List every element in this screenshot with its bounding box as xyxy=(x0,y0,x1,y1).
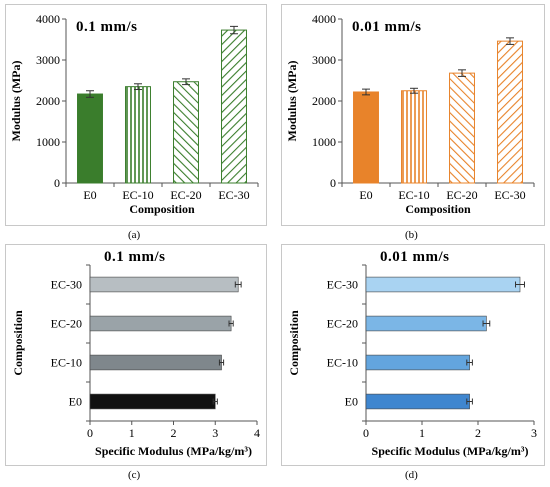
x-tick-label: EC-10 xyxy=(398,188,429,202)
x-tick-label: EC-30 xyxy=(218,188,249,202)
y-tick-label: 1000 xyxy=(36,135,60,149)
x-tick-label: EC-20 xyxy=(170,188,201,202)
y-tick-label: 1000 xyxy=(312,135,336,149)
chart-title: 0.01 mm/s xyxy=(352,19,422,35)
y-tick-label: 3000 xyxy=(312,53,336,67)
x-tick-label: 0 xyxy=(87,426,93,440)
bar-e0 xyxy=(365,393,470,410)
bar-ec-30 xyxy=(365,276,521,293)
x-tick-label: 1 xyxy=(129,426,135,440)
y-tick-label: EC-10 xyxy=(51,356,82,370)
x-axis-label: Specific Modulus (MPa/kg/m³) xyxy=(372,444,529,458)
bar-ec-30 xyxy=(221,29,247,184)
bar-ec-20 xyxy=(365,315,487,332)
y-axis-label: Composition xyxy=(11,310,25,376)
modulus-chart-0-1: 0.1 mm/s 0 1000 2000 3000 4000 E0 EC-10 EC-20 EC-… xyxy=(9,12,259,216)
y-tick-label: 4000 xyxy=(312,12,336,26)
y-tick-label: E0 xyxy=(69,395,82,409)
x-axis-label: Composition xyxy=(129,202,195,216)
modulus-chart-0-01: 0.01 mm/s 0 1000 2000 3000 4000 E0 EC-10 EC-20 EC… xyxy=(285,12,535,216)
y-tick-label: E0 xyxy=(345,395,358,409)
caption-b: (b) xyxy=(405,229,418,241)
chart-panel-b: 0.01 mm/s 0 1000 2000 3000 4000 E0 EC-10 EC-20 EC… xyxy=(281,4,545,226)
y-tick-label: 2000 xyxy=(312,94,336,108)
bar-ec-20 xyxy=(173,81,199,184)
bar-ec-10 xyxy=(125,86,151,184)
y-tick-label: EC-30 xyxy=(327,278,358,292)
x-tick-label: 2 xyxy=(475,426,481,440)
caption-a: (a) xyxy=(128,229,141,241)
y-tick-label: EC-10 xyxy=(327,356,358,370)
x-tick-label: EC-30 xyxy=(494,188,525,202)
chart-panel-a: 0.1 mm/s 0 1000 2000 3000 4000 E0 EC-10 EC-20 EC-… xyxy=(5,4,267,226)
bar-e0 xyxy=(89,393,216,410)
y-axis-label: Composition xyxy=(287,310,301,376)
y-tick-label: EC-30 xyxy=(51,278,82,292)
chart-panel-d: 0.01 mm/s 0 1 2 3 E0 EC-10 EC-20 EC-30 Specific M… xyxy=(281,244,545,466)
chart-panel-c: 0.1 mm/s 0 1 2 3 4 E0 EC-10 EC-20 EC-30 Specific M… xyxy=(5,244,267,466)
x-tick-label: E0 xyxy=(359,188,372,202)
chart-title: 0.1 mm/s xyxy=(104,249,166,265)
x-tick-label: 3 xyxy=(531,426,537,440)
chart-title: 0.1 mm/s xyxy=(76,19,138,35)
x-tick-label: 0 xyxy=(363,426,369,440)
x-tick-label: 4 xyxy=(254,426,260,440)
bar-ec-10 xyxy=(365,354,470,371)
x-tick-label: EC-10 xyxy=(122,188,153,202)
y-tick-label: EC-20 xyxy=(51,317,82,331)
bar-ec-10 xyxy=(89,354,222,371)
y-axis-label: Modulus (MPa) xyxy=(285,60,299,141)
y-tick-label: EC-20 xyxy=(327,317,358,331)
specific-modulus-chart-0-01: 0.01 mm/s 0 1 2 3 E0 EC-10 EC-20 EC-30 Specific M… xyxy=(287,249,537,458)
bar-ec-30 xyxy=(497,40,523,184)
caption-d: (d) xyxy=(405,469,418,481)
x-tick-label: 2 xyxy=(171,426,177,440)
bar-ec-20 xyxy=(89,315,232,332)
x-tick-label: E0 xyxy=(83,188,96,202)
y-axis-label: Modulus (MPa) xyxy=(9,60,23,141)
caption-c: (c) xyxy=(128,469,141,481)
bar-e0 xyxy=(77,93,103,184)
y-tick-label: 3000 xyxy=(36,53,60,67)
y-tick-label: 4000 xyxy=(36,12,60,26)
x-tick-label: 1 xyxy=(419,426,425,440)
x-tick-label: EC-20 xyxy=(446,188,477,202)
chart-title: 0.01 mm/s xyxy=(380,249,450,265)
bar-e0 xyxy=(353,91,379,184)
bar-ec-10 xyxy=(401,90,427,184)
x-axis-label: Specific Modulus (MPa/kg/m³) xyxy=(95,444,252,458)
specific-modulus-chart-0-1: 0.1 mm/s 0 1 2 3 4 E0 EC-10 EC-20 EC-30 Specific M… xyxy=(11,249,260,458)
y-tick-label: 0 xyxy=(54,176,60,190)
bar-ec-20 xyxy=(449,72,475,184)
bar-ec-30 xyxy=(89,276,239,293)
y-tick-label: 2000 xyxy=(36,94,60,108)
y-tick-label: 0 xyxy=(330,176,336,190)
x-tick-label: 3 xyxy=(212,426,218,440)
x-axis-label: Composition xyxy=(405,202,471,216)
